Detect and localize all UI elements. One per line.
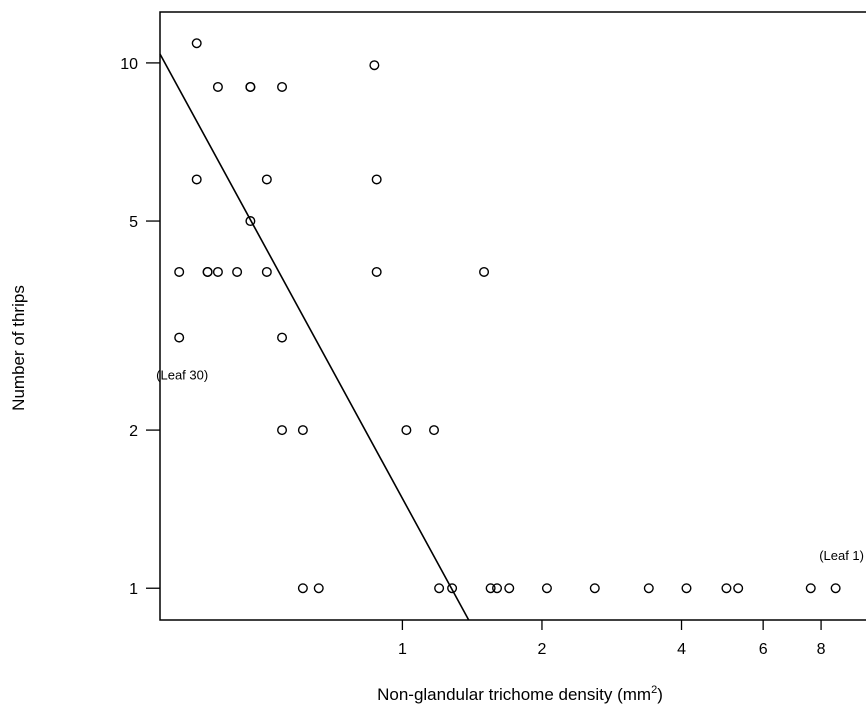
data-point [721,583,732,594]
data-point [434,583,445,594]
y-axis: 1 2 5 10 [120,56,160,598]
data-point [541,583,552,594]
data-point [212,266,223,277]
data-point [245,81,256,92]
data-point [369,60,380,71]
data-point [429,425,440,436]
y-tick-label: 5 [129,214,138,231]
data-point [643,583,654,594]
plot-frame [159,11,866,621]
data-point [733,583,744,594]
data-point [202,266,213,277]
plot-border [159,11,866,621]
data-point [297,583,308,594]
data-point [277,81,288,92]
data-point [371,266,382,277]
data-point [479,266,490,277]
data-point [277,425,288,436]
data-point [504,583,515,594]
annotations: (Leaf 30) (Leaf 1) [156,368,864,564]
data-point [830,583,841,594]
data-point [681,583,692,594]
x-tick-label: 8 [817,641,826,658]
data-point [371,174,382,185]
data-points [174,38,841,594]
data-point [232,266,243,277]
regression-line [159,53,470,621]
data-point [191,174,202,185]
data-point [261,174,272,185]
data-point [589,583,600,594]
data-point [492,583,503,594]
data-point [447,583,458,594]
data-point [212,81,223,92]
data-point [297,425,308,436]
x-axis: 1 2 4 6 8 [398,620,826,658]
data-point [313,583,324,594]
data-point [805,583,816,594]
x-tick-label: 2 [538,641,547,658]
data-point [245,216,256,227]
y-tick-label: 2 [129,423,138,440]
data-point [174,266,185,277]
annotation-leaf-1: (Leaf 1) [819,548,864,563]
y-tick-label: 10 [120,56,138,73]
annotation-leaf-30: (Leaf 30) [156,368,208,383]
data-point [261,266,272,277]
x-tick-label: 1 [398,641,407,658]
data-point [174,332,185,343]
data-point [191,38,202,49]
data-point [401,425,412,436]
y-tick-label: 1 [129,581,138,598]
data-point [485,583,496,594]
data-point [277,332,288,343]
x-tick-label: 4 [677,641,686,658]
x-axis-title: Non-glandular trichome density (mm2) [377,684,663,704]
x-tick-label: 6 [759,641,768,658]
fit-line-layer [159,53,470,621]
y-axis-title: Number of thrips [9,285,28,411]
